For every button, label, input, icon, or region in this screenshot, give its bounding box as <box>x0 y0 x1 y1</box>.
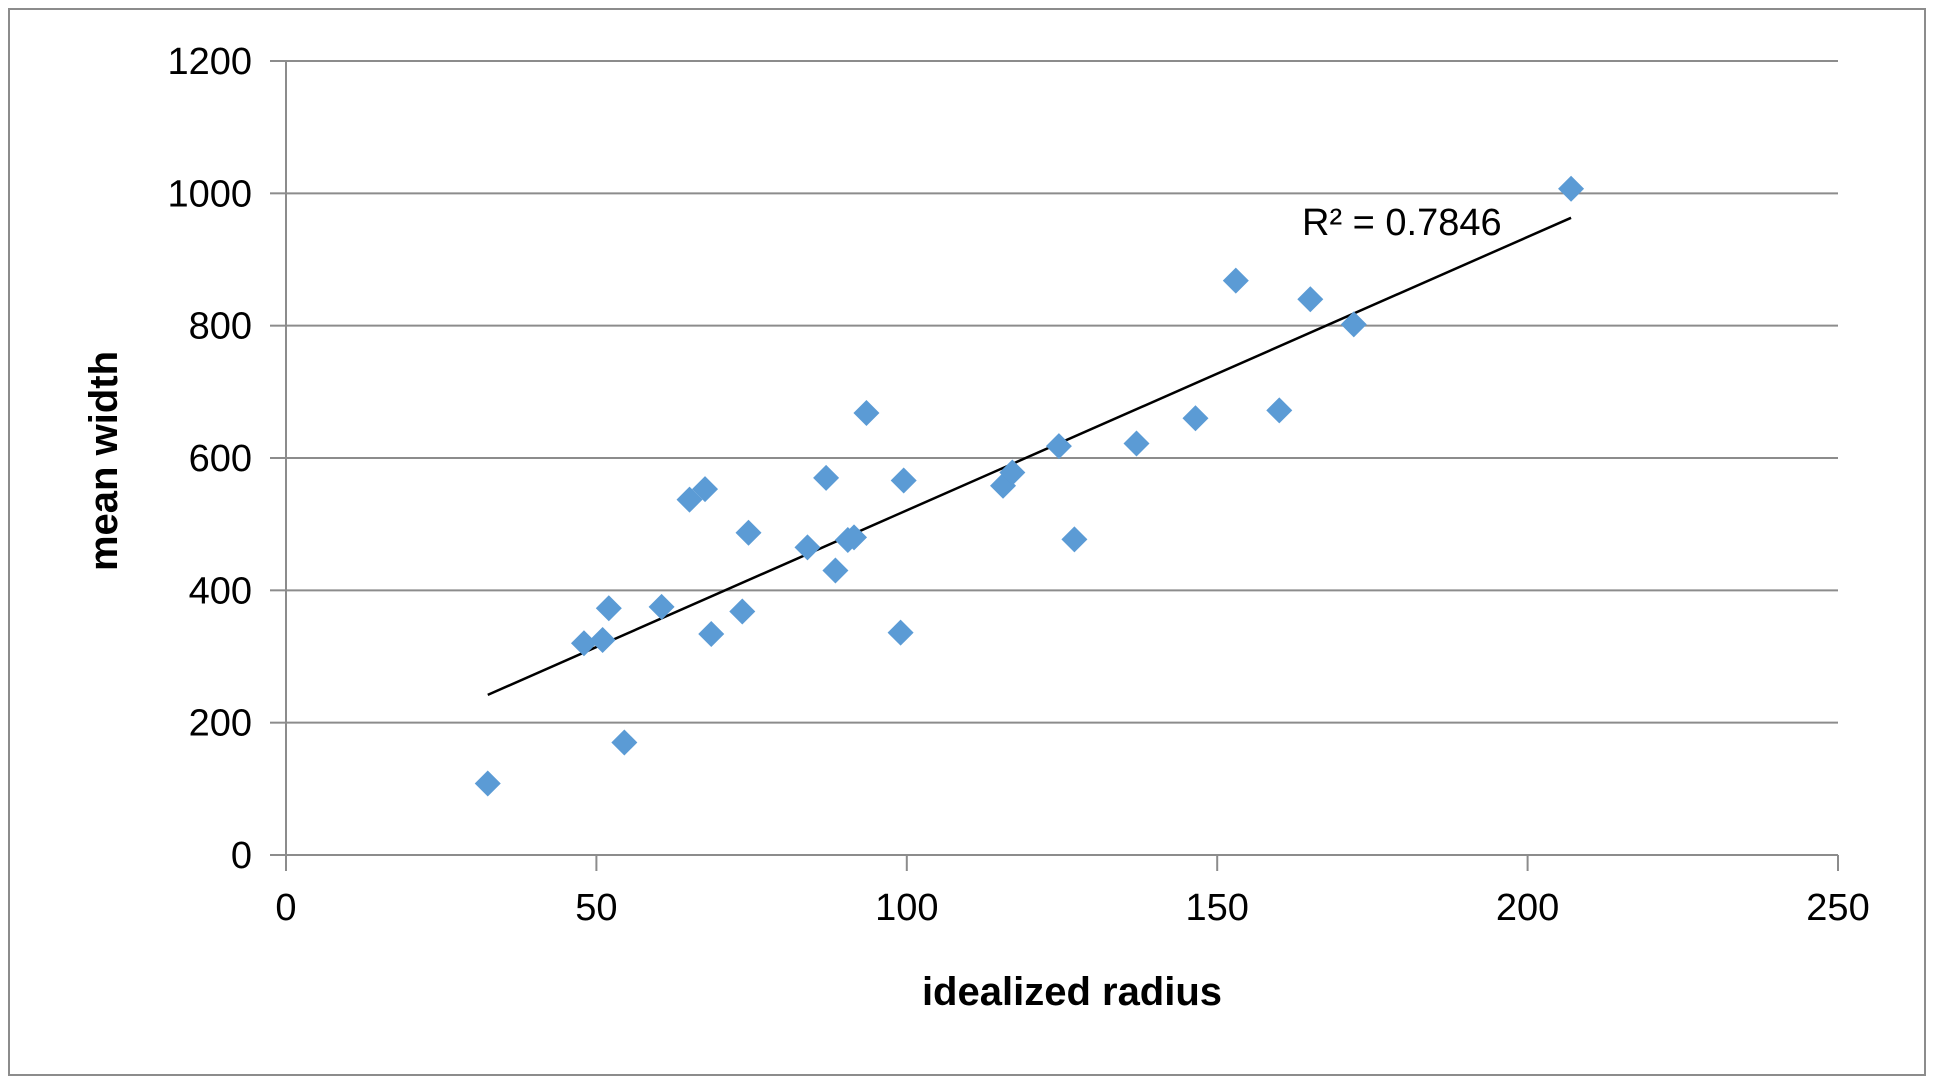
data-point-9 <box>729 598 756 625</box>
x-tick-label-0: 0 <box>275 887 296 929</box>
data-point-23 <box>1123 430 1150 457</box>
gridlines <box>286 60 1838 724</box>
y-tick-label-4: 800 <box>189 306 252 348</box>
data-point-13 <box>822 557 849 584</box>
data-point-15 <box>841 524 868 551</box>
y-tick-label-1: 200 <box>189 703 252 745</box>
data-point-7 <box>692 476 719 503</box>
data-point-12 <box>813 464 840 491</box>
y-tick-label-5: 1000 <box>167 173 252 215</box>
y-tick-label-0: 0 <box>231 835 252 877</box>
data-point-16 <box>853 400 880 427</box>
y-tick-label-3: 600 <box>189 438 252 480</box>
data-point-26 <box>1266 397 1293 424</box>
data-point-24 <box>1182 405 1209 432</box>
data-point-28 <box>1340 311 1367 338</box>
r-squared-annotation: R² = 0.7846 <box>1302 202 1502 244</box>
data-point-11 <box>794 534 821 561</box>
trendline-group <box>487 216 1572 697</box>
trendline <box>487 216 1572 697</box>
x-axis-title: idealized radius <box>922 970 1222 1014</box>
data-point-27 <box>1297 286 1324 313</box>
data-point-8 <box>698 621 725 648</box>
data-point-18 <box>890 467 917 494</box>
tick-labels: 0 200 400 600 800 1000 1200 0 50 100 150 200 250 <box>167 41 1869 929</box>
data-point-21 <box>1045 433 1072 460</box>
data-point-1 <box>570 630 597 657</box>
data-points <box>474 175 1585 797</box>
y-axis-title: mean width <box>82 351 126 571</box>
data-point-5 <box>648 593 675 620</box>
x-tick-label-4: 200 <box>1496 887 1559 929</box>
data-point-3 <box>595 595 622 622</box>
data-point-0 <box>474 770 501 797</box>
data-point-2 <box>589 626 616 653</box>
data-point-4 <box>611 729 638 756</box>
data-point-22 <box>1061 526 1088 553</box>
y-tick-label-6: 1200 <box>167 41 252 83</box>
data-point-20 <box>999 459 1026 486</box>
data-point-17 <box>887 619 914 646</box>
x-tick-label-3: 150 <box>1185 887 1248 929</box>
data-point-10 <box>735 519 762 546</box>
data-point-25 <box>1222 267 1249 294</box>
data-point-6 <box>676 486 703 513</box>
chart-frame <box>8 8 1926 1076</box>
x-tick-label-2: 100 <box>875 887 938 929</box>
y-tick-label-2: 400 <box>189 570 252 612</box>
data-point-29 <box>1558 175 1585 202</box>
x-tick-label-1: 50 <box>575 887 617 929</box>
x-tick-label-5: 250 <box>1806 887 1869 929</box>
